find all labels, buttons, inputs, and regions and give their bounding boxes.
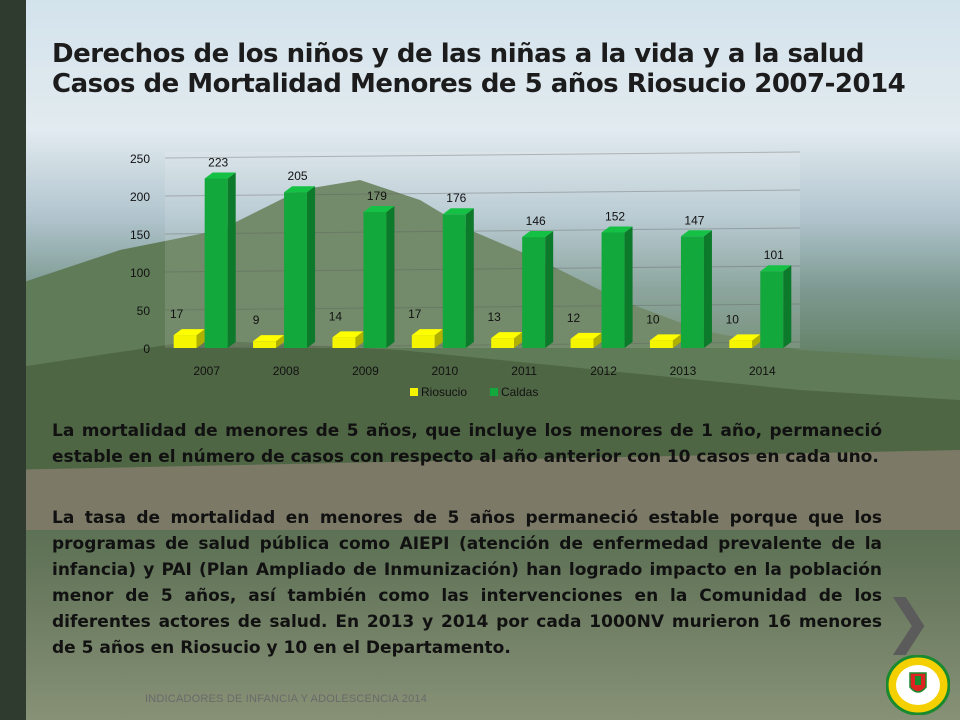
data-label-riosucio-2014: 10 (726, 312, 740, 326)
paragraph-1: La mortalidad de menores de 5 años, que … (52, 421, 882, 467)
x-tick-label: 2008 (273, 364, 300, 378)
mountain-landscape-icon (0, 180, 960, 530)
data-label-riosucio-2008: 9 (253, 313, 260, 327)
bar-riosucio-2012 (570, 332, 602, 348)
data-label-caldas-2011: 146 (526, 214, 546, 228)
bar-caldas-2010 (442, 208, 474, 348)
title-line-1: Derechos de los niños y de las niñas a l… (52, 39, 865, 69)
left-accent-strip (0, 0, 26, 720)
legend-label-caldas: Caldas (501, 385, 538, 399)
bar-caldas-2009 (363, 205, 395, 348)
bar-riosucio-2010 (411, 329, 443, 348)
data-label-riosucio-2010: 17 (408, 307, 422, 321)
data-label-riosucio-2011: 13 (488, 310, 502, 324)
x-tick-label: 2007 (193, 364, 220, 378)
bar-caldas-2007 (204, 172, 236, 348)
data-label-caldas-2013: 147 (684, 213, 704, 227)
bar-riosucio-2011 (491, 332, 523, 348)
y-tick-label: 100 (130, 266, 150, 280)
y-tick-label: 250 (130, 152, 150, 166)
data-label-riosucio-2009: 14 (329, 309, 343, 323)
bar-riosucio-2009 (332, 331, 364, 348)
data-label-riosucio-2012: 12 (567, 311, 581, 325)
x-tick-label: 2010 (431, 364, 458, 378)
x-tick-label: 2014 (749, 364, 776, 378)
y-tick-label: 50 (137, 304, 151, 318)
chevron-right-icon[interactable]: ❯ (884, 587, 933, 655)
data-label-caldas-2012: 152 (605, 209, 625, 223)
bar-riosucio-2014 (729, 334, 761, 348)
legend-swatch-riosucio (410, 388, 418, 396)
legend-label-riosucio: Riosucio (421, 385, 467, 399)
bar-riosucio-2007 (173, 329, 205, 348)
bar-caldas-2013 (680, 230, 712, 348)
mortality-bar-chart: 0 50 100 150 200 250 2007 17 223 2008 9 205 2009 14 17… (130, 151, 801, 399)
slide-title: Derechos de los niños y de las niñas a l… (52, 39, 932, 99)
gridline (164, 151, 801, 159)
bar-caldas-2008 (284, 186, 316, 348)
bar-caldas-2011 (522, 231, 554, 348)
bar-riosucio-2013 (649, 334, 681, 348)
bar-caldas-2014 (760, 265, 792, 348)
data-label-riosucio-2007: 17 (170, 307, 184, 321)
data-label-riosucio-2013: 10 (646, 312, 660, 326)
x-tick-label: 2012 (590, 364, 617, 378)
paragraph-2: La tasa de mortalidad en menores de 5 añ… (52, 508, 882, 658)
gridline (164, 227, 801, 235)
bar-caldas-2012 (601, 226, 633, 348)
alcaldia-riosucio-seal-icon (886, 655, 950, 715)
data-label-caldas-2014: 101 (764, 248, 784, 262)
legend-swatch-caldas (490, 388, 498, 396)
y-tick-label: 0 (143, 342, 150, 356)
data-label-caldas-2010: 176 (446, 191, 466, 205)
y-tick-label: 200 (130, 190, 150, 204)
data-label-caldas-2008: 205 (288, 169, 308, 183)
gridline (164, 189, 801, 197)
footer-text: INDICADORES DE INFANCIA Y ADOLESCENCIA 2… (145, 693, 428, 705)
title-line-2: Casos de Mortalidad Menores de 5 años Ri… (52, 68, 906, 99)
x-tick-label: 2013 (670, 364, 697, 378)
x-tick-label: 2011 (511, 364, 537, 378)
x-tick-label: 2009 (352, 364, 379, 378)
bar-riosucio-2008 (253, 335, 285, 348)
y-tick-label: 150 (130, 228, 150, 242)
data-label-caldas-2007: 223 (208, 156, 228, 170)
data-label-caldas-2009: 179 (367, 189, 387, 203)
